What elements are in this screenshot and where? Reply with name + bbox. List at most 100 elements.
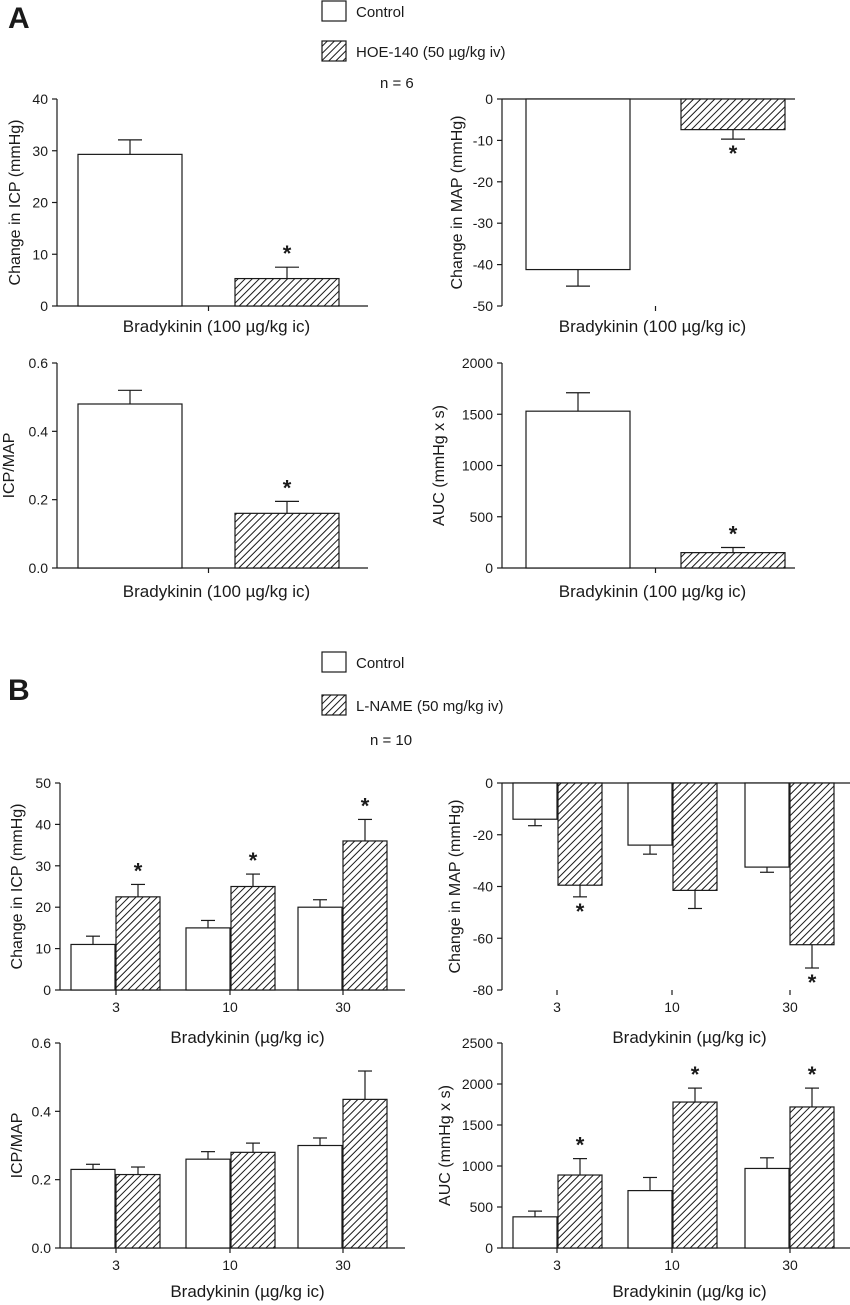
- chart-b-ratio: 0.0 0.2 0.4 0.6 ICP/MAP Bradykinin (µg/kg ic)…: [9, 1035, 405, 1301]
- y-tick-label: 1000: [462, 458, 493, 474]
- bar-control: [70, 943, 116, 991]
- chart-a-auc: 0 500 1000 1500 2000 AUC (mmHg x s) Bradykinin…: [431, 355, 795, 601]
- y-tick-label: 1500: [462, 1117, 493, 1133]
- y-axis-label: Change in MAP (mmHg): [447, 800, 464, 974]
- y-tick-label: 30: [32, 143, 48, 159]
- y-tick-label: 0: [485, 91, 493, 107]
- y-tick-label: 2000: [462, 1076, 493, 1092]
- bar-control: [297, 906, 343, 991]
- bar-control: [627, 782, 673, 846]
- bar-treatment: [115, 896, 161, 991]
- y-tick-label: 0.6: [32, 1035, 52, 1051]
- bar-treatment: [230, 1151, 276, 1249]
- y-tick-label: -40: [473, 879, 493, 895]
- x-axis-label: Bradykinin (100 µg/kg ic): [123, 317, 310, 336]
- y-tick-label: 0: [40, 298, 48, 314]
- x-tick-label: 30: [782, 999, 798, 1015]
- significance-star: *: [283, 241, 292, 266]
- legend-label-control: Control: [356, 4, 404, 21]
- significance-star: *: [729, 522, 738, 547]
- y-tick-label: 20: [35, 899, 51, 915]
- bar-treatment: [234, 512, 340, 569]
- panel-a-n-label: n = 6: [380, 75, 414, 92]
- y-axis-label: AUC (mmHg x s): [437, 1085, 454, 1206]
- y-tick-label: 0.2: [29, 492, 49, 508]
- chart-a-ratio: 0.0 0.2 0.4 0.6 ICP/MAP Bradykinin (100 µg/kg…: [1, 355, 368, 601]
- panel-a-legend: Control HOE-140 (50 µg/kg iv): [321, 0, 506, 62]
- y-tick-label: 0.4: [32, 1103, 52, 1119]
- chart-b-map: 0 -20 -40 -60 -80 Change in MAP (mmHg) Bradyki…: [447, 775, 850, 1047]
- y-tick-label: 2000: [462, 355, 493, 371]
- y-tick-label: 0.0: [29, 560, 49, 576]
- y-tick-label: 0.6: [29, 355, 49, 371]
- chart-a-map: 0 -10 -20 -30 -40 -50 Change in MAP (mmHg) Brad…: [449, 91, 795, 336]
- x-tick-label: 30: [335, 999, 351, 1015]
- y-tick-label: -50: [473, 298, 493, 314]
- significance-star: *: [729, 141, 738, 166]
- chart-a-icp: 0 10 20 30 40 Change in ICP (mmHg) Bradykinin …: [7, 91, 368, 336]
- bar-treatment: [789, 1106, 835, 1249]
- legend-swatch-hoe140: [321, 40, 347, 62]
- y-tick-label: 10: [35, 941, 51, 957]
- y-tick-label: -20: [473, 174, 493, 190]
- y-tick-label: 1000: [462, 1158, 493, 1174]
- x-tick-label: 30: [335, 1257, 351, 1273]
- x-axis-label: Bradykinin (100 µg/kg ic): [559, 582, 746, 601]
- x-tick-label: 10: [222, 999, 238, 1015]
- x-tick-label: 3: [553, 999, 561, 1015]
- x-axis-label: Bradykinin (100 µg/kg ic): [559, 317, 746, 336]
- y-tick-label: 50: [35, 775, 51, 791]
- bar-control: [512, 782, 558, 820]
- x-tick-label: 10: [222, 1257, 238, 1273]
- panel-b-letter: B: [8, 674, 30, 707]
- bar-treatment: [230, 885, 276, 991]
- x-axis-label: Bradykinin (µg/kg ic): [612, 1282, 766, 1301]
- bar-control: [185, 927, 231, 991]
- y-tick-label: 500: [470, 509, 494, 525]
- y-tick-label: 0.2: [32, 1172, 52, 1188]
- x-tick-label: 30: [782, 1257, 798, 1273]
- chart-b-auc: 0 500 1000 1500 2000 2500 AUC (mmHg x s) Bradyk…: [437, 1035, 850, 1301]
- bar-treatment: [557, 1174, 603, 1249]
- x-axis-label: Bradykinin (µg/kg ic): [170, 1028, 324, 1047]
- y-tick-label: 0.0: [32, 1240, 52, 1256]
- bar-treatment: [342, 1098, 388, 1249]
- bar-control: [512, 1216, 558, 1249]
- bar-treatment: [672, 782, 718, 891]
- bar-control: [744, 782, 790, 868]
- bar-control: [185, 1158, 231, 1249]
- y-tick-label: 0: [485, 1240, 493, 1256]
- x-tick-label: 10: [664, 999, 680, 1015]
- y-tick-label: 500: [470, 1199, 494, 1215]
- x-axis-label: Bradykinin (µg/kg ic): [612, 1028, 766, 1047]
- bar-control: [70, 1168, 116, 1249]
- bar-control: [77, 403, 183, 569]
- significance-star: *: [361, 793, 370, 818]
- y-tick-label: -30: [473, 215, 493, 231]
- panel-b-n-label: n = 10: [370, 732, 412, 749]
- y-tick-label: 0.4: [29, 423, 49, 439]
- bar-control: [525, 98, 631, 271]
- y-tick-label: 0: [43, 982, 51, 998]
- y-tick-label: 1500: [462, 406, 493, 422]
- bar-control: [744, 1167, 790, 1249]
- legend-swatch-control: [321, 651, 347, 673]
- y-tick-label: 0: [485, 560, 493, 576]
- y-tick-label: -80: [473, 982, 493, 998]
- y-tick-label: 40: [35, 816, 51, 832]
- bar-treatment: [680, 552, 786, 569]
- bar-treatment: [672, 1101, 718, 1249]
- legend-label-control: Control: [356, 655, 404, 672]
- x-tick-label: 3: [112, 1257, 120, 1273]
- bar-treatment: [234, 277, 340, 307]
- bar-treatment: [342, 840, 388, 991]
- panel-b-legend: Control L-NAME (50 mg/kg iv): [321, 651, 504, 716]
- y-tick-label: 20: [32, 195, 48, 211]
- y-tick-label: 30: [35, 858, 51, 874]
- y-tick-label: -20: [473, 827, 493, 843]
- legend-swatch-control: [321, 0, 347, 22]
- legend-swatch-lname: [321, 694, 347, 716]
- y-tick-label: 40: [32, 91, 48, 107]
- y-tick-label: 10: [32, 246, 48, 262]
- x-axis-label: Bradykinin (µg/kg ic): [170, 1282, 324, 1301]
